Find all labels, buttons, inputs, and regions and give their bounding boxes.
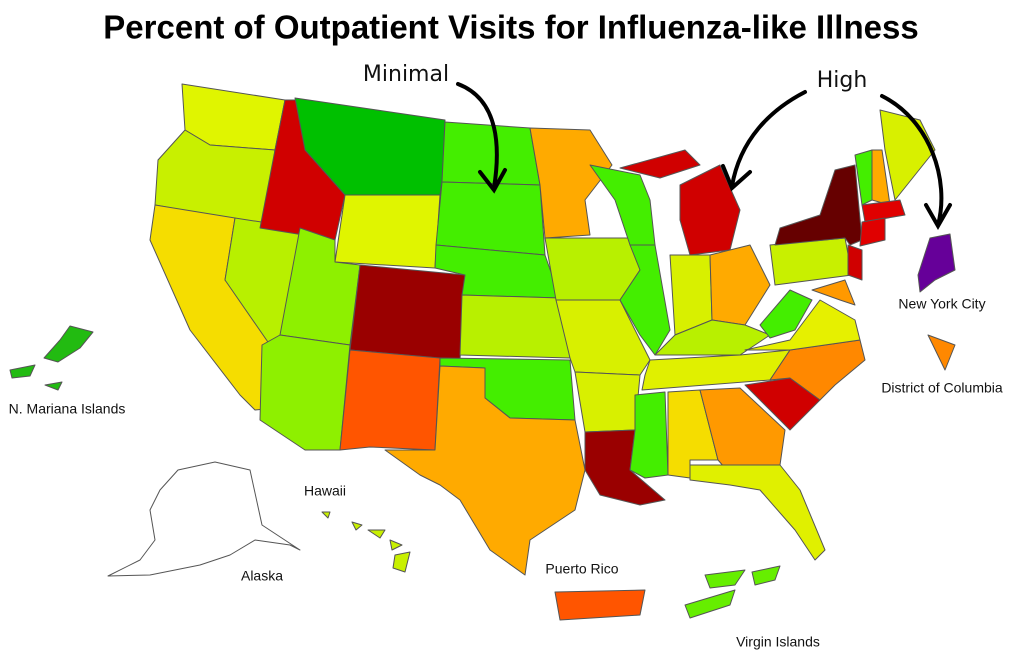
states	[9, 83, 956, 621]
territory-label: Hawaii	[304, 483, 346, 499]
territory-label: Puerto Rico	[545, 561, 618, 577]
territory-label: District of Columbia	[881, 380, 1003, 396]
territory-label: N. Mariana Islands	[9, 401, 126, 417]
arrows	[456, 82, 952, 231]
title: Percent of Outpatient Visits for Influen…	[103, 9, 918, 46]
territory-label: New York City	[898, 296, 985, 312]
territory-label: Alaska	[241, 568, 283, 584]
territory-label: Virgin Islands	[736, 634, 820, 650]
annotation: Minimal	[363, 62, 449, 87]
annotation: High	[817, 68, 868, 93]
